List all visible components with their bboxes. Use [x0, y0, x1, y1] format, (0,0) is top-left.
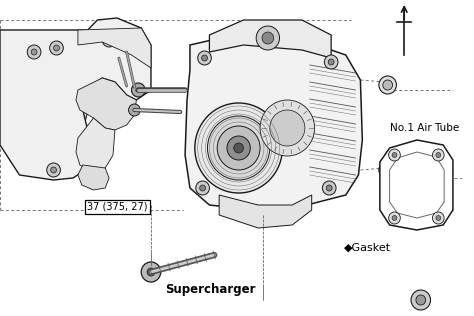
Circle shape: [201, 55, 208, 61]
Circle shape: [322, 181, 336, 195]
Circle shape: [131, 83, 145, 97]
Circle shape: [436, 153, 441, 157]
Polygon shape: [76, 78, 137, 130]
Circle shape: [256, 26, 280, 50]
Text: 37 (375, 27): 37 (375, 27): [88, 202, 148, 212]
Circle shape: [208, 116, 270, 180]
Circle shape: [196, 181, 210, 195]
Circle shape: [195, 103, 283, 193]
Polygon shape: [219, 195, 312, 228]
Circle shape: [47, 163, 60, 177]
Circle shape: [200, 185, 206, 191]
Polygon shape: [78, 165, 109, 190]
Circle shape: [432, 149, 444, 161]
Circle shape: [392, 153, 397, 157]
Circle shape: [416, 295, 426, 305]
Polygon shape: [210, 20, 331, 58]
Circle shape: [389, 212, 401, 224]
Circle shape: [379, 161, 396, 179]
Circle shape: [106, 37, 112, 43]
Text: No.1 Air Tube: No.1 Air Tube: [390, 123, 459, 133]
Polygon shape: [78, 28, 151, 68]
Circle shape: [262, 32, 273, 44]
Circle shape: [326, 185, 332, 191]
Circle shape: [128, 104, 140, 116]
Text: ◆Gasket: ◆Gasket: [344, 243, 391, 253]
Circle shape: [102, 33, 116, 47]
Circle shape: [0, 53, 88, 157]
Circle shape: [383, 80, 392, 90]
Circle shape: [270, 110, 305, 146]
Circle shape: [389, 149, 401, 161]
Circle shape: [260, 100, 315, 156]
Circle shape: [383, 165, 392, 175]
Circle shape: [432, 212, 444, 224]
Polygon shape: [185, 35, 362, 210]
Polygon shape: [390, 152, 444, 218]
Circle shape: [234, 143, 244, 153]
Polygon shape: [76, 118, 115, 172]
Circle shape: [227, 136, 250, 160]
Circle shape: [51, 167, 56, 173]
Circle shape: [324, 55, 338, 69]
Circle shape: [328, 59, 334, 65]
Circle shape: [29, 97, 45, 113]
Polygon shape: [0, 18, 151, 180]
Circle shape: [436, 216, 441, 221]
Circle shape: [411, 290, 430, 310]
Circle shape: [379, 76, 396, 94]
Text: Supercharger: Supercharger: [165, 283, 255, 296]
Circle shape: [147, 268, 155, 276]
Circle shape: [217, 126, 260, 170]
Circle shape: [198, 51, 211, 65]
Circle shape: [27, 45, 41, 59]
Circle shape: [54, 45, 59, 51]
Circle shape: [141, 262, 161, 282]
Circle shape: [50, 41, 64, 55]
Circle shape: [19, 87, 55, 123]
Circle shape: [392, 216, 397, 221]
Circle shape: [31, 49, 37, 55]
Polygon shape: [380, 140, 453, 230]
